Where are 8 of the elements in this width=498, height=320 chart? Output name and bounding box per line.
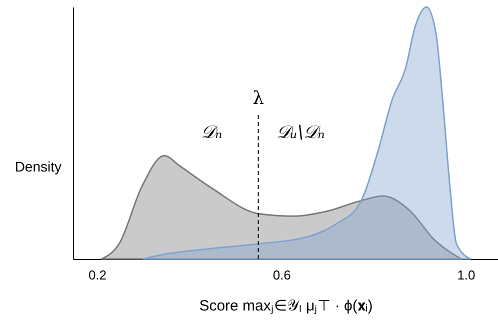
ref-line-label: λ <box>252 88 264 109</box>
y-axis-title: Density <box>14 158 62 174</box>
x-tick-label: 0.2 <box>88 268 107 282</box>
x-tick-label: 1.0 <box>457 268 476 282</box>
x-axis-title: Score maxⱼ∈𝒴ₗ μⱼ⊤ · ϕ(𝐱ᵢ) <box>199 298 373 314</box>
x-tick-label: 0.6 <box>272 268 291 282</box>
annotation: 𝒟ᵤ\𝒟ₙ <box>276 122 325 143</box>
annotation: 𝒟ₙ <box>201 122 222 143</box>
